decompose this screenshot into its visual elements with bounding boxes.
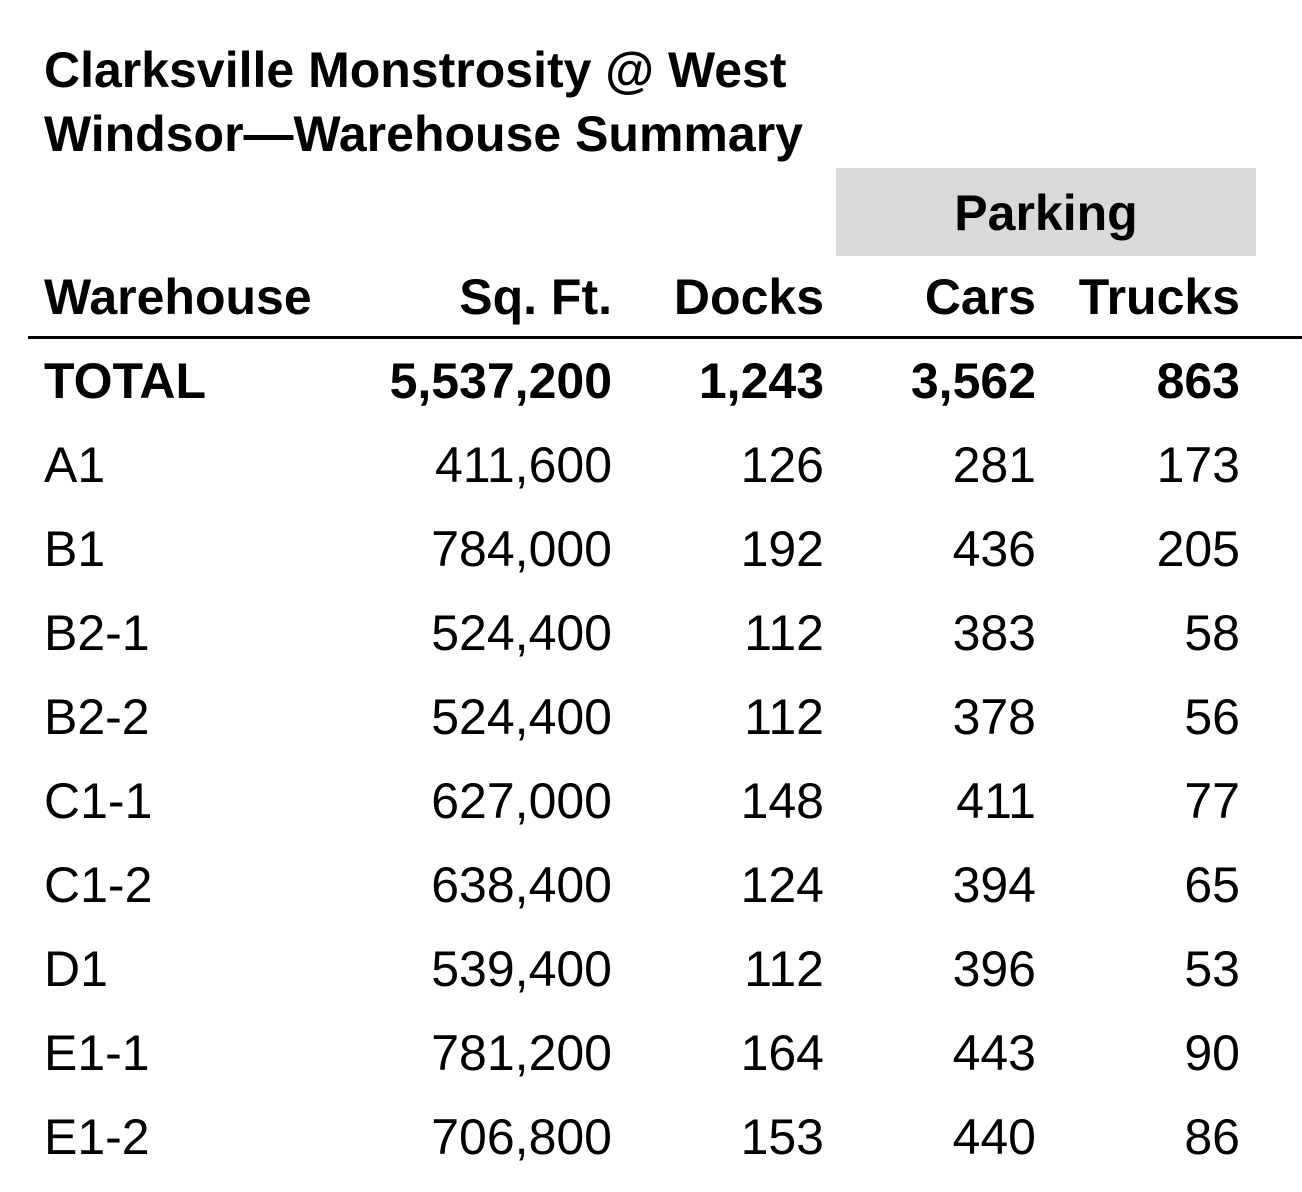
cell-cars: 281 [952, 437, 1036, 493]
cell-docks: 126 [740, 437, 824, 493]
cell-trucks: 90 [1184, 1025, 1240, 1081]
cell-cars: 440 [952, 1109, 1036, 1165]
cell-docks: 192 [740, 521, 824, 577]
row-spacer [1240, 423, 1302, 507]
title-line-2: Windsor—Warehouse Summary [44, 106, 803, 162]
col-header-sqft: Sq. Ft. [459, 269, 612, 325]
cell-warehouse: E1-2 [44, 1109, 150, 1165]
table-row: D1 539,400 112 396 53 [28, 927, 1302, 1011]
table-row: C1-1 627,000 148 411 77 [28, 759, 1302, 843]
warehouse-summary-table: Warehouse Sq. Ft. Docks Cars Trucks TOTA… [28, 258, 1302, 1179]
cell-sqft: 706,800 [431, 1109, 612, 1165]
cell-sqft: 524,400 [431, 689, 612, 745]
col-header-cars: Cars [924, 269, 1036, 325]
row-spacer [1240, 591, 1302, 675]
row-spacer [1240, 927, 1302, 1011]
cell-sqft: 411,600 [434, 437, 612, 493]
title-line-1: Clarksville Monstrosity @ West [44, 42, 787, 98]
cell-cars: 383 [952, 605, 1036, 661]
cell-warehouse: B2-1 [44, 605, 150, 661]
table-row: B2-2 524,400 112 378 56 [28, 675, 1302, 759]
cell-docks: 112 [744, 941, 824, 997]
cell-docks: 153 [740, 1109, 824, 1165]
cell-trucks: 86 [1184, 1109, 1240, 1165]
total-sqft: 5,537,200 [389, 353, 612, 409]
cell-warehouse: E1-1 [44, 1025, 150, 1081]
cell-sqft: 781,200 [431, 1025, 612, 1081]
cell-sqft: 627,000 [431, 773, 612, 829]
total-cars: 3,562 [910, 353, 1036, 409]
table-row: C1-2 638,400 124 394 65 [28, 843, 1302, 927]
cell-cars: 411 [956, 773, 1036, 829]
table-row: A1 411,600 126 281 173 [28, 423, 1302, 507]
cell-docks: 124 [740, 857, 824, 913]
cell-warehouse: C1-2 [44, 857, 153, 913]
table-row: B1 784,000 192 436 205 [28, 507, 1302, 591]
cell-docks: 164 [740, 1025, 824, 1081]
table-row: E1-1 781,200 164 443 90 [28, 1011, 1302, 1095]
cell-sqft: 638,400 [431, 857, 612, 913]
total-row: TOTAL 5,537,200 1,243 3,562 863 [28, 338, 1302, 424]
total-label: TOTAL [44, 353, 207, 409]
page-title: Clarksville Monstrosity @ West Windsor—W… [44, 38, 884, 166]
total-spacer [1240, 338, 1302, 424]
row-spacer [1240, 1011, 1302, 1095]
col-header-spacer [1240, 258, 1302, 338]
cell-sqft: 784,000 [431, 521, 612, 577]
cell-docks: 112 [744, 605, 824, 661]
parking-group-band [836, 168, 1256, 256]
cell-trucks: 205 [1156, 521, 1240, 577]
col-header-docks: Docks [673, 269, 824, 325]
total-trucks: 863 [1156, 353, 1240, 409]
cell-sqft: 539,400 [431, 941, 612, 997]
cell-trucks: 173 [1156, 437, 1240, 493]
cell-trucks: 58 [1184, 605, 1240, 661]
cell-cars: 396 [952, 941, 1036, 997]
cell-trucks: 77 [1184, 773, 1240, 829]
row-spacer [1240, 1095, 1302, 1179]
row-spacer [1240, 759, 1302, 843]
col-header-trucks: Trucks [1078, 269, 1240, 325]
table-row: B2-1 524,400 112 383 58 [28, 591, 1302, 675]
parking-group-header: Parking [954, 185, 1138, 241]
cell-warehouse: B1 [44, 521, 106, 577]
cell-warehouse: D1 [44, 941, 108, 997]
cell-trucks: 56 [1184, 689, 1240, 745]
row-spacer [1240, 843, 1302, 927]
cell-warehouse: B2-2 [44, 689, 150, 745]
cell-warehouse: C1-1 [44, 773, 153, 829]
cell-trucks: 65 [1184, 857, 1240, 913]
table-row: E1-2 706,800 153 440 86 [28, 1095, 1302, 1179]
cell-sqft: 524,400 [431, 605, 612, 661]
cell-cars: 378 [952, 689, 1036, 745]
cell-warehouse: A1 [44, 437, 106, 493]
total-docks: 1,243 [698, 353, 824, 409]
cell-cars: 394 [952, 857, 1036, 913]
col-header-warehouse: Warehouse [44, 269, 312, 325]
cell-cars: 436 [952, 521, 1036, 577]
cell-docks: 148 [740, 773, 824, 829]
cell-cars: 443 [952, 1025, 1036, 1081]
cell-trucks: 53 [1184, 941, 1240, 997]
row-spacer [1240, 675, 1302, 759]
row-spacer [1240, 507, 1302, 591]
cell-docks: 112 [744, 689, 824, 745]
column-header-row: Warehouse Sq. Ft. Docks Cars Trucks [28, 258, 1302, 338]
